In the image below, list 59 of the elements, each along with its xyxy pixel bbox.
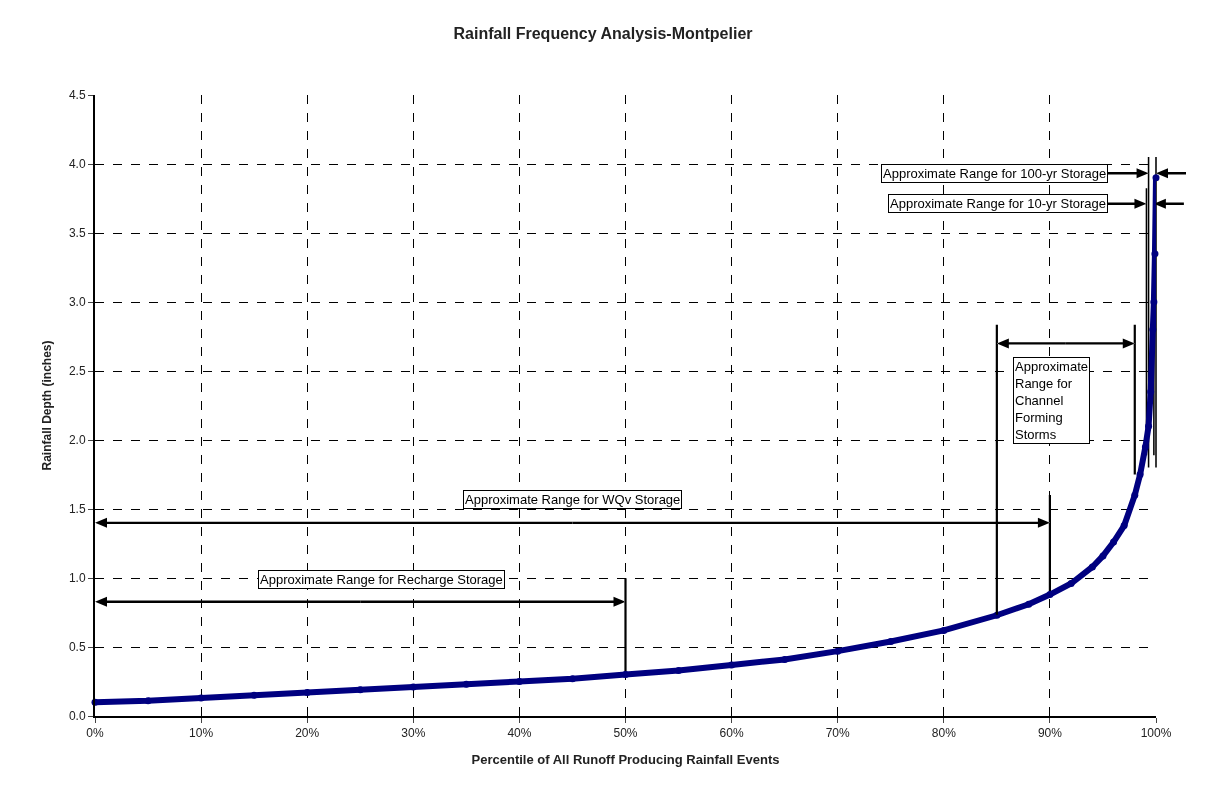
annotation: Approximate Range for 10-yr Storage [890,196,1107,211]
x-tick-label: 10% [189,726,214,741]
annotation: Approximate Range for 100-yr Storage [883,166,1107,181]
point [1145,422,1153,430]
point [515,678,523,685]
point [1046,591,1054,599]
y-tick-label: 2.0 [68,433,86,448]
y-tick-label: 2.5 [68,364,86,379]
y-tick-label: 0.5 [68,640,86,655]
y-tick-label: 1.5 [68,502,86,517]
x-tick-label: 60% [719,726,744,741]
x-tick-label: 90% [1037,726,1063,741]
x-tick-label: 20% [295,726,320,741]
point [1099,552,1107,560]
x-tick-label: 30% [401,726,426,741]
x-tick-label: 50% [613,726,638,741]
y-tick-label: 0.0 [68,709,86,724]
point [728,661,736,669]
point [675,666,683,674]
point [144,697,152,705]
chart-title: Rainfall Frequency Analysis-Montpelier [453,24,753,42]
point [781,655,789,663]
point [1141,443,1149,451]
x-axis-title: Percentile of All Runoff Producing Rainfall Events [471,751,780,767]
point [887,637,895,645]
point [303,689,311,697]
point [1150,298,1158,306]
y-tick-label: 3.0 [68,295,86,310]
y-tick-label: 3.5 [68,226,86,241]
x-tick-label: 80% [931,726,957,741]
point [1136,471,1144,478]
point [1120,522,1128,530]
point [834,647,842,655]
point [940,626,948,634]
point [250,691,258,699]
point [1131,491,1139,499]
x-tick-label: 40% [507,726,532,741]
point [197,694,205,702]
x-tick-label: 100% [1140,726,1172,741]
y-tick-label: 1.0 [68,571,86,586]
y-tick-label: 4.5 [68,88,86,103]
point [356,686,364,694]
annotation: Approximate Range for WQv Storage [465,492,681,507]
point [1088,563,1096,571]
point [1151,250,1159,258]
x-tick-label: 70% [825,726,851,741]
point [409,683,417,691]
y-tick-label: 4.0 [68,157,86,172]
point [1110,538,1118,546]
point [1025,600,1033,608]
point [622,671,629,679]
point [1147,388,1155,396]
y-axis-title: Rainfall Depth (inches) [39,340,54,471]
x-tick-label: 0% [86,726,104,741]
point [462,680,470,688]
annotation: Approximate Range for Recharge Storage [260,572,503,587]
point [1067,580,1075,588]
annotation: Approximate Range for Channel Forming Storms [1015,359,1088,442]
point [1152,174,1160,182]
